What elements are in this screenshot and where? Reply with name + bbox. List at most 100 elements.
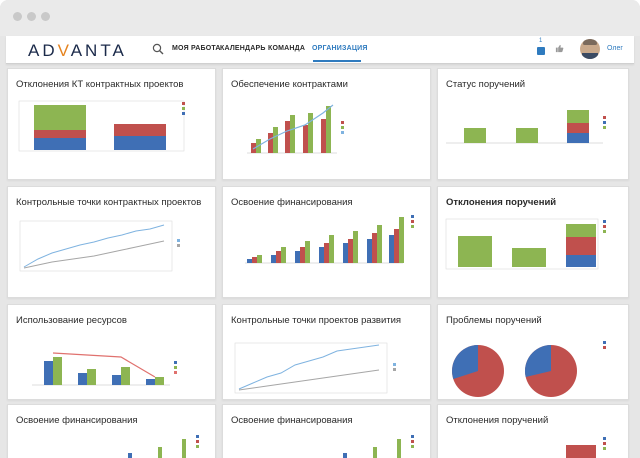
notification-icon <box>537 47 545 55</box>
chart-bar <box>155 377 164 385</box>
nav-item-organization[interactable]: ОРГАНИЗАЦИЯ <box>312 45 368 52</box>
chart-bar <box>566 445 596 458</box>
window-dot-icon[interactable] <box>27 12 36 21</box>
chart-bar <box>394 229 399 263</box>
legend-swatch <box>603 437 606 440</box>
chart-bar <box>567 123 589 133</box>
tile-title: Контрольные точки проектов развития <box>231 315 402 326</box>
chart-bar <box>271 255 276 263</box>
legend-swatch <box>196 440 199 443</box>
pie-chart <box>452 341 606 397</box>
dashboard-tile[interactable]: Отклонения КТ контрактных проектов <box>7 68 216 180</box>
thumbs-up-icon[interactable] <box>555 44 564 53</box>
tile-title: Использование ресурсов <box>16 315 127 326</box>
search-icon[interactable] <box>152 43 164 55</box>
chart-bar <box>87 369 96 385</box>
legend-swatch <box>603 220 606 223</box>
bar-line-chart <box>32 352 177 386</box>
bar-line-chart <box>247 104 344 154</box>
tile-title: Обеспечение контрактами <box>231 79 348 90</box>
chart-bar <box>305 241 310 263</box>
chart-line <box>238 344 380 390</box>
chart-bar <box>367 239 372 263</box>
avatar[interactable] <box>580 39 600 59</box>
chart-bar <box>44 361 53 385</box>
chart-bar <box>464 128 486 143</box>
top-navigation: ADVANTA МОЯ РАБОТА КАЛЕНДАРЬ КОМАНДА ОРГ… <box>6 36 634 64</box>
chart-bar <box>78 373 87 385</box>
grouped-bar-chart <box>343 435 414 458</box>
chart-bar <box>53 357 62 385</box>
tile-title: Контрольные точки контрактных проектов <box>16 197 202 208</box>
chart-bar <box>343 243 348 263</box>
chart-bar <box>372 233 377 263</box>
chart-bar <box>397 439 401 458</box>
chart-line <box>23 240 165 269</box>
nav-item-calendar[interactable]: КАЛЕНДАРЬ <box>220 45 266 52</box>
pie-slice <box>452 345 478 379</box>
dashboard-tile[interactable]: Контрольные точки контрактных проектов <box>7 186 216 298</box>
dashboard-tile[interactable]: Отклонения поручений <box>437 186 629 298</box>
dashboard-tile[interactable]: Статус поручений <box>437 68 629 180</box>
chart-bar <box>300 247 305 263</box>
dashboard-tile[interactable]: Проблемы поручений <box>437 304 629 400</box>
chart-bar <box>114 136 166 150</box>
chart-bar <box>321 119 326 153</box>
tile-title: Освоение финансирования <box>16 415 138 426</box>
chart-line <box>252 104 334 150</box>
chart-bar <box>373 447 377 458</box>
notification-button[interactable]: 1 <box>537 38 547 56</box>
dashboard-tile[interactable]: Использование ресурсов <box>7 304 216 400</box>
chart-bar <box>389 235 394 263</box>
chart-bar <box>251 143 256 153</box>
chart-bar <box>319 247 324 263</box>
legend-swatch <box>603 341 606 344</box>
dashboard-tile[interactable]: Освоение финансирования <box>222 404 431 458</box>
window-dot-icon[interactable] <box>41 12 50 21</box>
legend-swatch <box>603 126 606 129</box>
legend-swatch <box>411 445 414 448</box>
chart-bar <box>128 453 132 458</box>
grouped-bar-chart <box>245 215 414 264</box>
legend-swatch <box>177 239 180 242</box>
line-chart <box>234 342 396 394</box>
chart-bar <box>257 255 262 263</box>
stacked-bar-chart <box>18 100 185 152</box>
grouped-bar-chart <box>128 435 199 458</box>
legend-swatch <box>182 107 185 110</box>
nav-item-team[interactable]: КОМАНДА <box>268 45 306 52</box>
chart-bar <box>276 251 281 263</box>
user-name-link[interactable]: Олег <box>607 45 623 52</box>
chart-bar <box>34 138 86 150</box>
chart-bar <box>114 124 166 136</box>
dashboard-tile[interactable]: Контрольные точки проектов развития <box>222 304 431 400</box>
chart-bar <box>353 231 358 263</box>
chart-bar <box>516 128 538 143</box>
legend-swatch <box>411 225 414 228</box>
dashboard-tile[interactable]: Отклонения поручений <box>437 404 629 458</box>
chart-bar <box>326 106 331 153</box>
legend-swatch <box>603 121 606 124</box>
active-tab-indicator <box>313 60 361 62</box>
nav-item-my-work[interactable]: МОЯ РАБОТА <box>172 45 221 52</box>
legend-swatch <box>174 361 177 364</box>
tile-title: Статус поручений <box>446 79 526 90</box>
chart-bar <box>303 125 308 153</box>
chart-bar <box>458 236 492 267</box>
chart-bar <box>268 133 273 153</box>
logo[interactable]: ADVANTA <box>28 41 127 61</box>
chart-bar <box>34 105 86 130</box>
chart-line <box>23 224 165 268</box>
legend-swatch <box>341 131 344 134</box>
dashboard-tile[interactable]: Освоение финансирования <box>7 404 216 458</box>
line-chart <box>19 220 180 272</box>
chart-bar <box>324 243 329 263</box>
window-dot-icon[interactable] <box>13 12 22 21</box>
dashboard-tile[interactable]: Обеспечение контрактами <box>222 68 431 180</box>
legend-swatch <box>603 230 606 233</box>
dashboard-tile[interactable]: Освоение финансирования <box>222 186 431 298</box>
tile-title: Отклонения поручений <box>446 415 549 426</box>
chart-bar <box>343 453 347 458</box>
chart-bar <box>329 235 334 263</box>
